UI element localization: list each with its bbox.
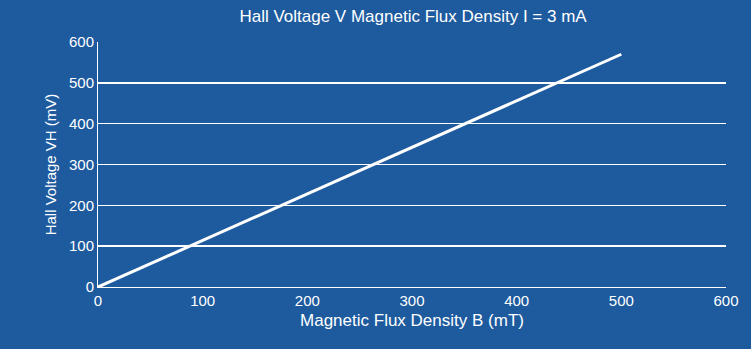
- svg-text:500: 500: [609, 292, 634, 309]
- svg-text:Hall Voltage VH (mV): Hall Voltage VH (mV): [42, 94, 59, 236]
- svg-text:200: 200: [69, 197, 94, 214]
- svg-text:300: 300: [399, 292, 424, 309]
- svg-text:600: 600: [713, 292, 738, 309]
- svg-text:100: 100: [69, 237, 94, 254]
- svg-text:100: 100: [190, 292, 215, 309]
- svg-text:0: 0: [86, 278, 94, 295]
- svg-text:0: 0: [94, 292, 102, 309]
- svg-text:500: 500: [69, 74, 94, 91]
- svg-text:200: 200: [295, 292, 320, 309]
- svg-text:Hall Voltage V Magnetic Flux D: Hall Voltage V Magnetic Flux Density I =…: [239, 7, 587, 26]
- svg-text:Magnetic Flux Density B (mT): Magnetic Flux Density B (mT): [300, 311, 524, 330]
- svg-text:300: 300: [69, 156, 94, 173]
- svg-text:400: 400: [69, 115, 94, 132]
- svg-text:600: 600: [69, 33, 94, 50]
- svg-text:400: 400: [504, 292, 529, 309]
